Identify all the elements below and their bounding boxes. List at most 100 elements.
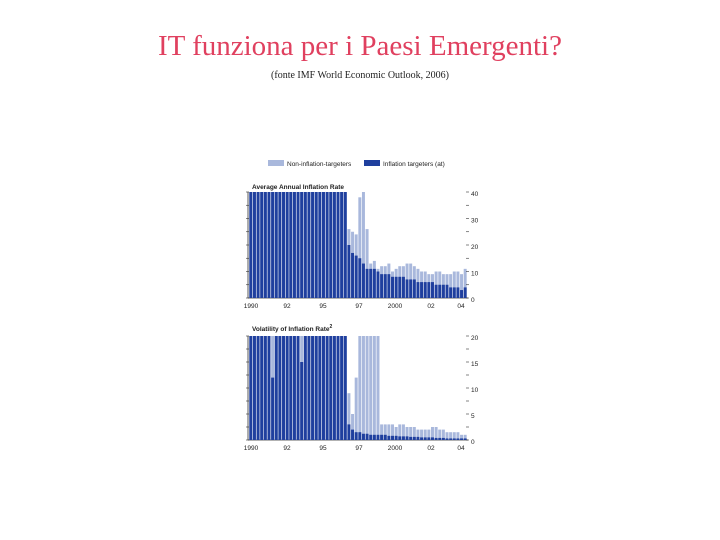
legend-swatch-non-targeters [268, 160, 284, 166]
chart1-ytick: 30 [471, 218, 479, 225]
chart1-bar-targeters [285, 192, 289, 298]
chart1-bar-targeters [263, 192, 267, 298]
chart2-bar-targeters [296, 336, 300, 440]
chart1-bar-targeters [449, 287, 453, 298]
chart1-bar-targeters [249, 192, 253, 298]
chart1-bar-targeters [463, 287, 467, 298]
chart2-bar-targeters [321, 336, 325, 440]
chart2-bar-targeters [434, 437, 438, 440]
chart1-bar-targeters [420, 282, 424, 298]
chart2-title-text: Volatility of Inflation Rate [252, 326, 330, 333]
chart1-bar-targeters [401, 276, 405, 298]
chart2-bar-targeters [420, 437, 424, 440]
chart1-bar-targeters [278, 192, 282, 298]
chart1-bar-targeters [387, 274, 391, 298]
chart2-bar-targeters [256, 336, 260, 440]
chart1-xtick: 97 [355, 303, 363, 310]
chart2-bar-targeters [438, 437, 442, 440]
chart2-bar-non-targeters [394, 427, 398, 440]
chart2-y-ticks: 0 5 10 15 20 [471, 335, 479, 446]
legend-label-targeters: Inflation targeters (at) [383, 161, 445, 168]
chart1-bar-targeters [405, 279, 409, 298]
chart1-ytick: 40 [471, 191, 479, 198]
chart2-bar-targeters [460, 438, 464, 440]
chart1-bar-targeters [441, 284, 445, 298]
chart1-bar-targeters [394, 276, 398, 298]
chart1-bar-targeters [282, 192, 286, 298]
chart1-xtick: 95 [319, 303, 327, 310]
chart1-xtick: 04 [457, 303, 465, 310]
chart2-bar-targeters [336, 336, 340, 440]
chart2-bar-targeters [300, 362, 304, 440]
chart2-bar-non-targeters [427, 429, 431, 440]
chart2-ytick: 0 [471, 439, 475, 446]
chart2-bar-targeters [347, 424, 351, 440]
chart2-bar-non-targeters [420, 429, 424, 440]
chart2-xtick: 2000 [388, 445, 403, 452]
chart2-bar-targeters [263, 336, 267, 440]
chart1-bar-non-targeters [365, 229, 369, 298]
chart1-bar-targeters [340, 192, 344, 298]
chart1-x-ticks: 1990 92 95 97 2000 02 04 [244, 303, 465, 310]
chart2-bar-non-targeters [423, 429, 427, 440]
chart2-xtick: 95 [319, 445, 327, 452]
chart1-bar-targeters [314, 192, 318, 298]
chart1-bar-non-targeters [452, 271, 456, 298]
chart1-bar-targeters [252, 192, 256, 298]
chart2-bar-targeters [383, 434, 387, 440]
chart1-bar-targeters [296, 192, 300, 298]
chart1-bar-targeters [380, 274, 384, 298]
chart2-ytick: 20 [471, 335, 479, 342]
chart2-bars [249, 336, 467, 440]
chart1-bar-targeters [391, 276, 395, 298]
chart1-bar-targeters [427, 282, 431, 298]
chart2-bar-targeters [401, 436, 405, 440]
chart2-bar-non-targeters [358, 336, 362, 440]
chart1-xtick: 1990 [244, 303, 259, 310]
chart1-bar-targeters [307, 192, 311, 298]
chart2-bar-non-targeters [452, 432, 456, 440]
chart2-bar-targeters [260, 336, 264, 440]
chart1-bars [249, 192, 467, 298]
chart2-bar-targeters [427, 437, 431, 440]
chart1-bar-targeters [343, 192, 347, 298]
chart1-bar-targeters [271, 192, 275, 298]
chart2-bar-targeters [278, 336, 282, 440]
chart2-bar-targeters [391, 435, 395, 440]
chart2-ytick: 15 [471, 361, 479, 368]
chart2-bar-non-targeters [365, 336, 369, 440]
chart1-bar-targeters [452, 287, 456, 298]
chart2-bar-non-targeters [412, 427, 416, 440]
chart2-xtick: 02 [427, 445, 435, 452]
chart2-bar-targeters [289, 336, 293, 440]
chart1-bar-targeters [329, 192, 333, 298]
chart2-bar-targeters [441, 437, 445, 440]
chart1-bar-targeters [289, 192, 293, 298]
chart2-bar-targeters [274, 336, 278, 440]
chart1-title: Average Annual Inflation Rate [252, 184, 344, 191]
chart1-bar-targeters [325, 192, 329, 298]
chart2-bar-targeters [314, 336, 318, 440]
chart2-title-superscript: 2 [330, 324, 333, 330]
chart2-bar-targeters [405, 436, 409, 440]
chart1-bar-targeters [332, 192, 336, 298]
chart1-bar-targeters [445, 284, 449, 298]
chart2-bar-targeters [318, 336, 322, 440]
chart2-bar-non-targeters [361, 336, 365, 440]
chart1-bar-targeters [354, 255, 358, 298]
chart2-bar-non-targeters [387, 424, 391, 440]
chart2-xtick: 04 [457, 445, 465, 452]
chart2-title: Volatility of Inflation Rate2 [252, 324, 333, 333]
chart1-bar-targeters [365, 268, 369, 298]
chart2-bar-non-targeters [434, 427, 438, 440]
chart2-xtick: 92 [283, 445, 291, 452]
chart2-bar-non-targeters [369, 336, 373, 440]
chart2-bar-targeters [292, 336, 296, 440]
chart1-bar-targeters [321, 192, 325, 298]
chart2-bar-targeters [412, 436, 416, 440]
chart2-bar-targeters [372, 434, 376, 440]
chart2-bar-non-targeters [351, 414, 355, 440]
chart2-bar-targeters [430, 437, 434, 440]
slide-source: (fonte IMF World Economic Outlook, 2006) [271, 70, 449, 81]
chart1-bar-targeters [376, 271, 380, 298]
